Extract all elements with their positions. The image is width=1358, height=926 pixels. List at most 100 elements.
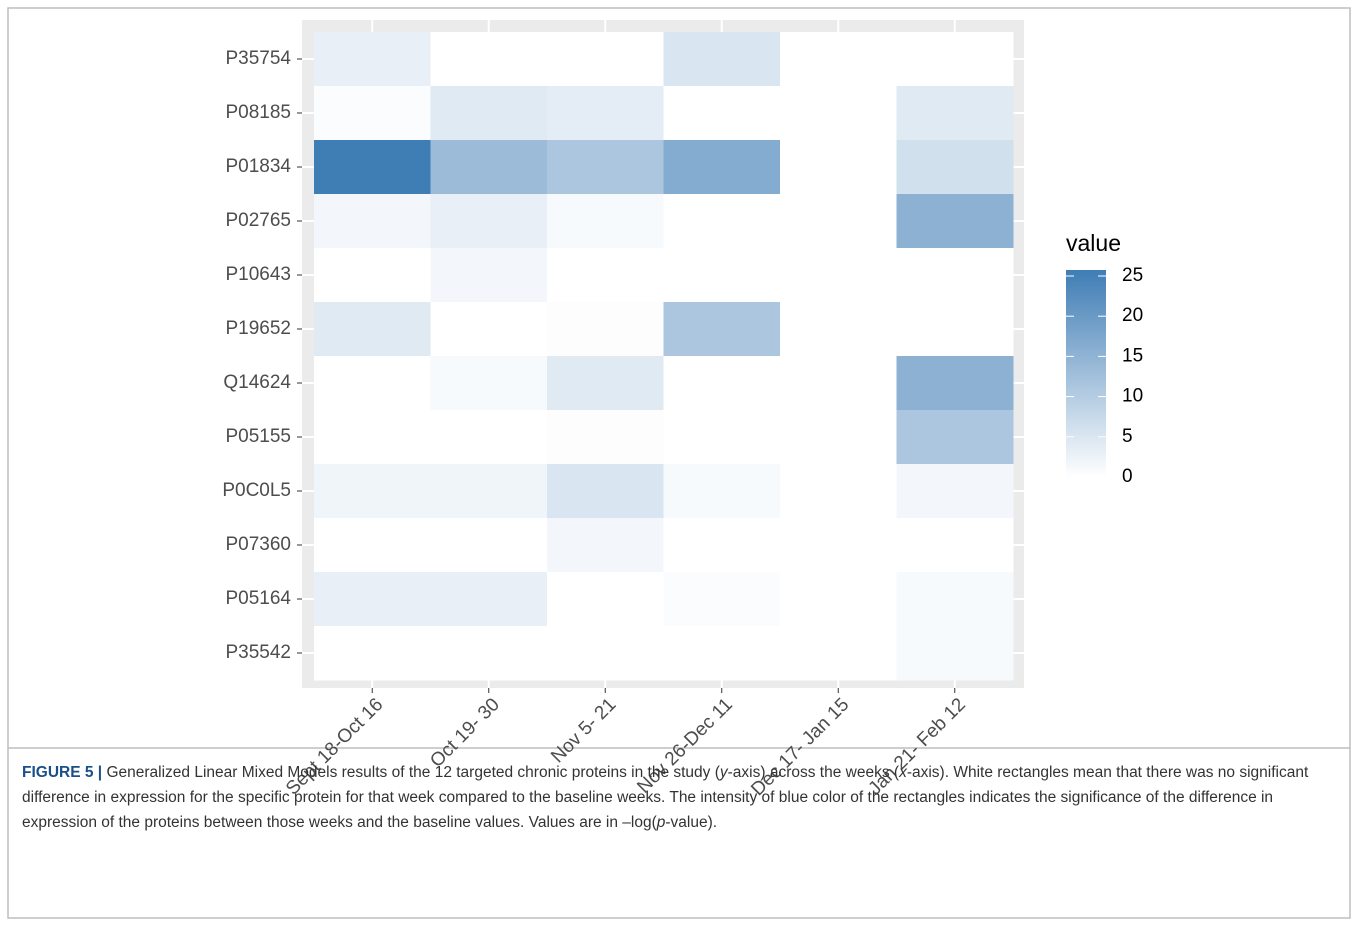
heatmap-cell bbox=[314, 32, 431, 87]
heatmap-cell bbox=[780, 572, 897, 627]
heatmap-cell bbox=[314, 248, 431, 303]
caption-label: FIGURE 5 | bbox=[22, 764, 103, 781]
heatmap-cell bbox=[663, 302, 781, 357]
heatmap-cell bbox=[663, 356, 781, 411]
caption-text: y bbox=[719, 764, 728, 781]
heatmap-cell bbox=[780, 86, 897, 141]
heatmap-cell bbox=[314, 464, 431, 519]
heatmap-cell bbox=[430, 194, 548, 249]
heatmap-cell bbox=[896, 194, 1014, 249]
heatmap-cell bbox=[780, 518, 897, 573]
heatmap-cell bbox=[780, 248, 897, 303]
heatmap-cell bbox=[896, 32, 1014, 87]
heatmap-cell bbox=[547, 86, 664, 141]
heatmap-cell bbox=[780, 356, 897, 411]
heatmap-cell bbox=[896, 86, 1014, 141]
heatmap-cell bbox=[663, 248, 781, 303]
y-tick-label: P0C0L5 bbox=[222, 480, 291, 501]
heatmap-cell bbox=[896, 518, 1014, 573]
heatmap-cell bbox=[663, 518, 781, 573]
y-tick-label: Q14624 bbox=[223, 372, 291, 393]
heatmap-cell bbox=[430, 410, 548, 465]
heatmap-cell bbox=[663, 32, 781, 87]
heatmap-cell bbox=[780, 32, 897, 87]
y-tick-label: P01834 bbox=[225, 156, 291, 177]
heatmap-cell bbox=[430, 626, 548, 681]
heatmap-cell bbox=[896, 572, 1014, 627]
heatmap-cell bbox=[896, 248, 1014, 303]
heatmap-cell bbox=[547, 626, 664, 681]
heatmap-cell bbox=[430, 32, 548, 87]
heatmap-cell bbox=[547, 248, 664, 303]
y-tick-label: P07360 bbox=[225, 534, 291, 555]
heatmap-cell bbox=[896, 464, 1014, 519]
heatmap-cell bbox=[547, 572, 664, 627]
heatmap-cell bbox=[547, 410, 664, 465]
heatmap-cell bbox=[430, 572, 548, 627]
heatmap-cell bbox=[547, 194, 664, 249]
heatmap-cell bbox=[780, 410, 897, 465]
heatmap-cell bbox=[314, 86, 431, 141]
heatmap-cell bbox=[896, 626, 1014, 681]
heatmap-cell bbox=[430, 86, 548, 141]
heatmap-cell bbox=[314, 194, 431, 249]
heatmap-cell bbox=[663, 410, 781, 465]
heatmap-cell bbox=[896, 410, 1014, 465]
figure-border bbox=[7, 7, 1351, 919]
y-tick-label: P02765 bbox=[225, 210, 291, 231]
colorbar-tick-label: 25 bbox=[1122, 265, 1143, 286]
colorbar-tick-label: 0 bbox=[1122, 466, 1133, 487]
heatmap-cell bbox=[896, 356, 1014, 411]
y-tick-label: P35542 bbox=[225, 642, 291, 663]
heatmap-cell bbox=[780, 464, 897, 519]
heatmap-cell bbox=[314, 356, 431, 411]
heatmap-cell bbox=[430, 248, 548, 303]
heatmap-cell bbox=[547, 464, 664, 519]
heatmap-cell bbox=[780, 626, 897, 681]
caption-text: -axis) across the weeks ( bbox=[727, 764, 900, 781]
colorbar-tick-label: 5 bbox=[1122, 426, 1133, 447]
heatmap-cell bbox=[430, 518, 548, 573]
colorbar-tick-label: 10 bbox=[1122, 386, 1143, 407]
colorbar-tick-label: 20 bbox=[1122, 305, 1143, 326]
heatmap-cell bbox=[547, 140, 664, 195]
caption-text: p bbox=[656, 814, 666, 831]
caption-text: Generalized Linear Mixed Models results … bbox=[102, 764, 720, 781]
heatmap-cell bbox=[314, 626, 431, 681]
y-tick-label: P19652 bbox=[225, 318, 291, 339]
heatmap-cell bbox=[663, 194, 781, 249]
heatmap-cell bbox=[430, 356, 548, 411]
heatmap-cell bbox=[663, 140, 781, 195]
heatmap-cell bbox=[314, 518, 431, 573]
heatmap-cell bbox=[430, 464, 548, 519]
caption-text: -axis). White rectangles mean that there… bbox=[22, 764, 1309, 831]
y-tick-label: P08185 bbox=[225, 102, 291, 123]
colorbar-tick-label: 15 bbox=[1122, 345, 1143, 366]
heatmap-cell bbox=[896, 302, 1014, 357]
heatmap-cell bbox=[547, 302, 664, 357]
heatmap-cell bbox=[663, 86, 781, 141]
heatmap-cell bbox=[430, 302, 548, 357]
heatmap-cell bbox=[663, 464, 781, 519]
colorbar bbox=[1066, 270, 1106, 477]
caption-text: x bbox=[899, 764, 907, 781]
heatmap-cell bbox=[547, 32, 664, 87]
heatmap-cell bbox=[314, 410, 431, 465]
heatmap-cell bbox=[896, 140, 1014, 195]
heatmap-cell bbox=[547, 518, 664, 573]
caption-text: -value). bbox=[665, 814, 718, 831]
heatmap-cell bbox=[663, 572, 781, 627]
y-tick-label: P35754 bbox=[225, 48, 291, 69]
caption: FIGURE 5 | Generalized Linear Mixed Mode… bbox=[22, 760, 1338, 835]
x-tick-label: Nov 5- 21 bbox=[547, 694, 620, 767]
legend-title: value bbox=[1066, 230, 1121, 256]
heatmap-cell bbox=[780, 140, 897, 195]
y-tick-label: P05164 bbox=[225, 588, 291, 609]
heatmap-cell bbox=[314, 140, 431, 195]
y-tick-label: P05155 bbox=[225, 426, 291, 447]
heatmap-cell bbox=[430, 140, 548, 195]
heatmap-cell bbox=[547, 356, 664, 411]
heatmap-cell bbox=[663, 626, 781, 681]
